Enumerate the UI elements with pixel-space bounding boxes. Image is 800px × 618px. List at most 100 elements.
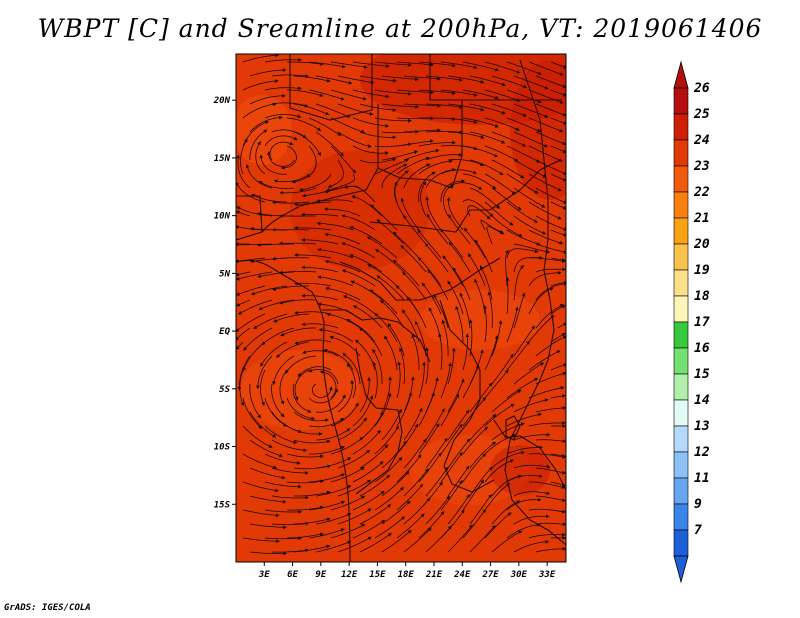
streamline <box>308 500 345 511</box>
streamline <box>506 145 541 163</box>
streamline <box>337 536 372 553</box>
streamline <box>260 341 288 367</box>
streamline <box>276 341 310 358</box>
colorbar-swatch <box>673 243 689 271</box>
map-frame <box>235 53 567 563</box>
streamline <box>240 138 248 175</box>
streamline <box>447 438 471 469</box>
streamline <box>272 285 309 291</box>
streamline <box>535 406 566 413</box>
colorbar-label: 25 <box>693 107 710 122</box>
streamline <box>374 425 399 455</box>
streamline <box>396 423 419 455</box>
streamline <box>311 383 333 398</box>
streamline <box>400 245 427 273</box>
streamline <box>293 439 331 444</box>
streamline <box>291 159 317 184</box>
streamline <box>403 214 427 245</box>
streamline <box>513 255 544 273</box>
streamline <box>506 412 542 427</box>
streamline <box>242 54 280 63</box>
colorbar-label: 20 <box>693 237 710 252</box>
streamline <box>341 242 376 259</box>
colorbar-swatch <box>673 217 689 245</box>
streamline <box>452 267 471 301</box>
streamline <box>440 61 478 70</box>
streamline <box>550 257 566 262</box>
streamline <box>286 397 316 421</box>
streamlines <box>236 54 566 556</box>
streamline <box>425 103 463 109</box>
streamline <box>236 299 251 307</box>
streamline <box>506 117 542 133</box>
streamline <box>308 117 342 136</box>
streamline <box>529 481 566 489</box>
streamline <box>513 491 551 497</box>
streamline <box>302 350 339 357</box>
streamline <box>506 248 539 259</box>
streamline <box>264 135 298 147</box>
streamline <box>286 453 324 459</box>
streamline <box>237 299 273 315</box>
streamline <box>483 305 487 343</box>
colorbar-label: 24 <box>693 133 710 148</box>
colorbar-label: 15 <box>694 367 710 382</box>
lat-tick-label: 20N <box>213 96 231 106</box>
streamline <box>420 181 427 217</box>
streamline <box>242 481 279 493</box>
streamline <box>337 508 372 525</box>
streamline <box>535 103 566 117</box>
streamline <box>325 173 355 192</box>
streamline <box>401 309 420 343</box>
streamline <box>271 129 307 139</box>
streamline <box>418 89 456 95</box>
streamline <box>242 341 266 372</box>
streamline <box>403 438 427 469</box>
streamline <box>506 229 541 246</box>
streamline <box>315 103 351 118</box>
streamline <box>337 379 355 413</box>
colorbar-swatch <box>673 191 689 219</box>
streamline <box>425 466 449 497</box>
streamline <box>292 383 312 413</box>
streamline <box>242 425 273 448</box>
streamline <box>381 103 419 109</box>
colorbar-label: 7 <box>694 523 702 538</box>
streamline <box>330 61 368 69</box>
streamline <box>293 75 331 83</box>
streamline <box>550 394 566 399</box>
colorbar-swatch <box>673 139 689 167</box>
streamline <box>337 450 371 469</box>
streamline <box>381 408 402 441</box>
lon-tick-label: 3E <box>258 570 270 580</box>
streamline <box>418 452 442 483</box>
streamline <box>513 131 548 148</box>
streamline <box>271 439 308 452</box>
border-e <box>429 54 462 101</box>
colorbar-swatch <box>673 269 689 297</box>
streamline <box>293 517 331 525</box>
streamline <box>308 368 339 385</box>
streamline <box>418 159 454 175</box>
streamline <box>324 185 361 194</box>
streamline <box>279 369 288 405</box>
latitude-axis: 20N 15N 10N 5N EQ 5S 10S 15S <box>213 96 236 510</box>
streamline <box>237 355 251 391</box>
streamline <box>462 508 486 539</box>
colorbar-swatch <box>673 477 689 505</box>
streamline <box>396 156 430 175</box>
streamline <box>308 388 338 404</box>
streamline <box>236 285 266 296</box>
streamline <box>286 117 322 132</box>
streamline <box>301 322 339 329</box>
lon-tick-label: 18E <box>398 570 415 580</box>
streamline <box>255 141 266 175</box>
streamline <box>337 479 372 497</box>
streamline <box>484 369 509 399</box>
streamline <box>513 187 546 208</box>
streamline <box>506 340 530 371</box>
streamline <box>285 355 317 374</box>
streamline <box>341 269 376 287</box>
streamline <box>308 528 345 539</box>
streamline <box>535 131 566 145</box>
